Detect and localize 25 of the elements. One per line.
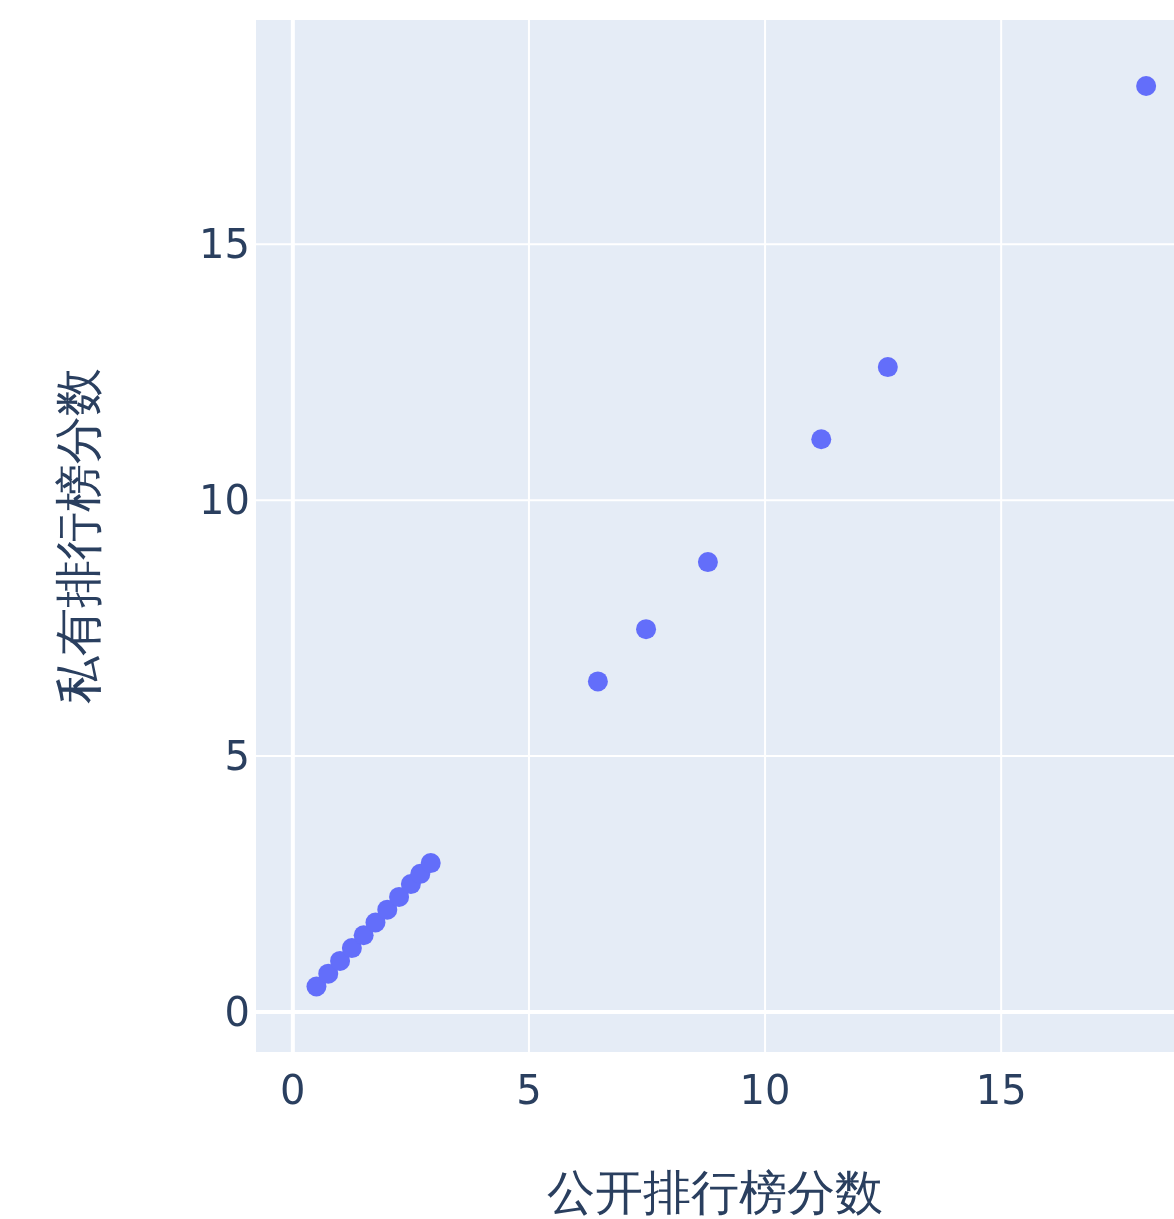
point xyxy=(636,619,657,640)
point xyxy=(811,429,832,450)
point xyxy=(341,938,362,959)
x-tick-label: 5 xyxy=(516,1067,542,1113)
point xyxy=(365,912,386,933)
y-axis-title: 私有排行榜分数 xyxy=(50,368,106,704)
x-tick-label: 0 xyxy=(280,1067,306,1113)
point xyxy=(587,671,608,692)
point xyxy=(1136,76,1157,97)
x-tick-label: 15 xyxy=(975,1067,1027,1113)
point xyxy=(353,925,374,946)
y-tick-label: 15 xyxy=(199,221,250,268)
y-tick-label: 5 xyxy=(224,733,250,780)
x-tick-label: 10 xyxy=(739,1067,791,1113)
x-axis-title: 公开排行榜分数 xyxy=(547,1164,883,1219)
y-tick-label: 10 xyxy=(199,477,250,524)
point xyxy=(389,886,410,907)
point xyxy=(877,357,898,378)
y-tick-label: 0 xyxy=(224,989,250,1036)
point xyxy=(697,552,718,573)
point xyxy=(377,899,398,920)
point xyxy=(420,853,441,874)
point xyxy=(318,963,339,984)
point xyxy=(330,950,351,971)
point xyxy=(306,976,327,997)
